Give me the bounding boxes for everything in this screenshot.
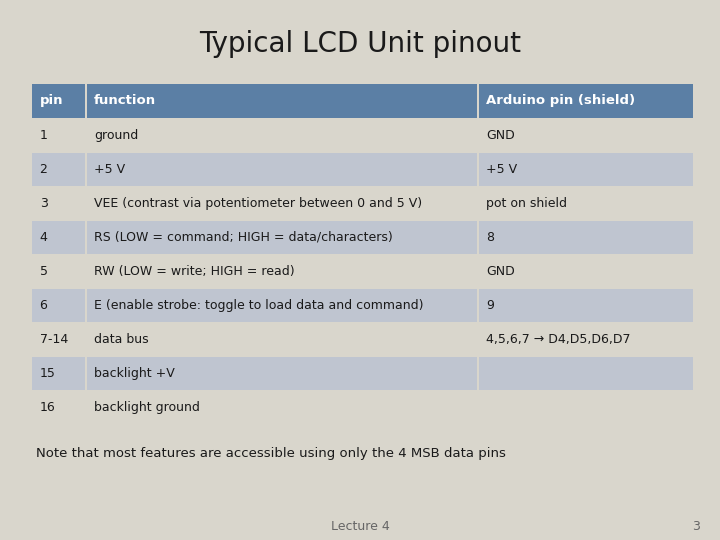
Bar [32,84,85,118]
Text: Typical LCD Unit pinout: Typical LCD Unit pinout [199,30,521,58]
Bar [479,255,693,288]
Bar [86,119,477,152]
Text: backlight ground: backlight ground [94,401,199,414]
Text: data bus: data bus [94,333,148,346]
Bar [479,323,693,356]
Bar [32,289,85,322]
Text: +5 V: +5 V [94,163,125,176]
Bar [479,221,693,254]
Text: ground: ground [94,129,138,142]
Bar [479,289,693,322]
Bar [86,323,477,356]
Text: 9: 9 [486,299,494,312]
Text: 2: 2 [40,163,48,176]
Text: GND: GND [486,129,515,142]
Bar [86,255,477,288]
Text: function: function [94,94,156,107]
Text: RS (LOW = command; HIGH = data/characters): RS (LOW = command; HIGH = data/character… [94,231,392,244]
Bar [32,153,85,186]
Text: Arduino pin (shield): Arduino pin (shield) [486,94,635,107]
Bar [479,153,693,186]
Bar [479,357,693,390]
Bar [86,391,477,424]
Bar [32,187,85,220]
Text: RW (LOW = write; HIGH = read): RW (LOW = write; HIGH = read) [94,265,294,278]
Text: 3: 3 [40,197,48,210]
Bar [32,255,85,288]
Bar [32,119,85,152]
Bar [86,289,477,322]
Text: 16: 16 [40,401,55,414]
Text: 1: 1 [40,129,48,142]
Bar [32,221,85,254]
Bar [86,84,477,118]
Text: 15: 15 [40,367,55,380]
Bar [479,119,693,152]
Text: 7-14: 7-14 [40,333,68,346]
Text: E (enable strobe: toggle to load data and command): E (enable strobe: toggle to load data an… [94,299,423,312]
Text: +5 V: +5 V [486,163,517,176]
Bar [32,323,85,356]
Bar [32,357,85,390]
Text: pot on shield: pot on shield [486,197,567,210]
Text: 5: 5 [40,265,48,278]
Text: pin: pin [40,94,63,107]
Bar [86,187,477,220]
Text: Lecture 4: Lecture 4 [330,520,390,533]
Text: 6: 6 [40,299,48,312]
Bar [479,187,693,220]
Text: backlight +V: backlight +V [94,367,175,380]
Bar [479,84,693,118]
Text: Note that most features are accessible using only the 4 MSB data pins: Note that most features are accessible u… [36,447,506,460]
Text: 3: 3 [692,520,700,533]
Text: VEE (contrast via potentiometer between 0 and 5 V): VEE (contrast via potentiometer between … [94,197,422,210]
Text: GND: GND [486,265,515,278]
Bar [86,357,477,390]
Bar [86,153,477,186]
Text: 4,5,6,7 → D4,D5,D6,D7: 4,5,6,7 → D4,D5,D6,D7 [486,333,631,346]
Bar [32,391,85,424]
Bar [86,221,477,254]
Text: 8: 8 [486,231,494,244]
Bar [479,391,693,424]
Text: 4: 4 [40,231,48,244]
